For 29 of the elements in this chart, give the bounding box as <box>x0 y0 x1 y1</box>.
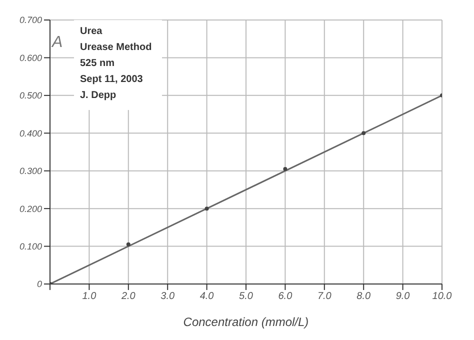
y-tick-label: 0.300 <box>19 166 42 176</box>
x-tick-label: 10.0 <box>432 291 452 302</box>
y-axis-title: A <box>52 34 63 52</box>
x-tick-label: 8.0 <box>356 291 371 302</box>
x-tick-label: 7.0 <box>317 291 332 302</box>
x-axis-title: Concentration (mmol/L) <box>183 315 309 329</box>
text: Urea <box>80 25 104 39</box>
annotation: 525 nm <box>80 57 116 71</box>
y-tick-label: 0.200 <box>19 204 42 214</box>
x-tick-label: 5.0 <box>239 291 254 302</box>
x-tick-label: 3.0 <box>160 291 175 302</box>
x-tick-label: 2.0 <box>120 291 136 302</box>
x-tick-label: 4.0 <box>200 291 214 302</box>
y-tick-label: 0 <box>36 279 42 290</box>
y-tick-label: 0.600 <box>19 52 42 63</box>
annotation: Sept 11, 2003 <box>80 73 144 87</box>
x-tick-label: 6.0 <box>278 291 293 302</box>
annotation: J. Depp <box>80 89 118 103</box>
x-tick-label: 1.0 <box>82 291 97 302</box>
y-tick-label: 0.500 <box>19 90 42 101</box>
y-tick-label: 0.400 <box>19 128 42 138</box>
point <box>362 131 366 136</box>
y-tick-label: 0.100 <box>19 241 42 252</box>
point <box>126 242 130 246</box>
point <box>283 166 288 171</box>
x-tick-label: 9.0 <box>396 291 410 302</box>
point <box>204 206 209 211</box>
annotation: Urease Method <box>80 41 152 55</box>
y-tick-label: 0.700 <box>19 15 42 26</box>
